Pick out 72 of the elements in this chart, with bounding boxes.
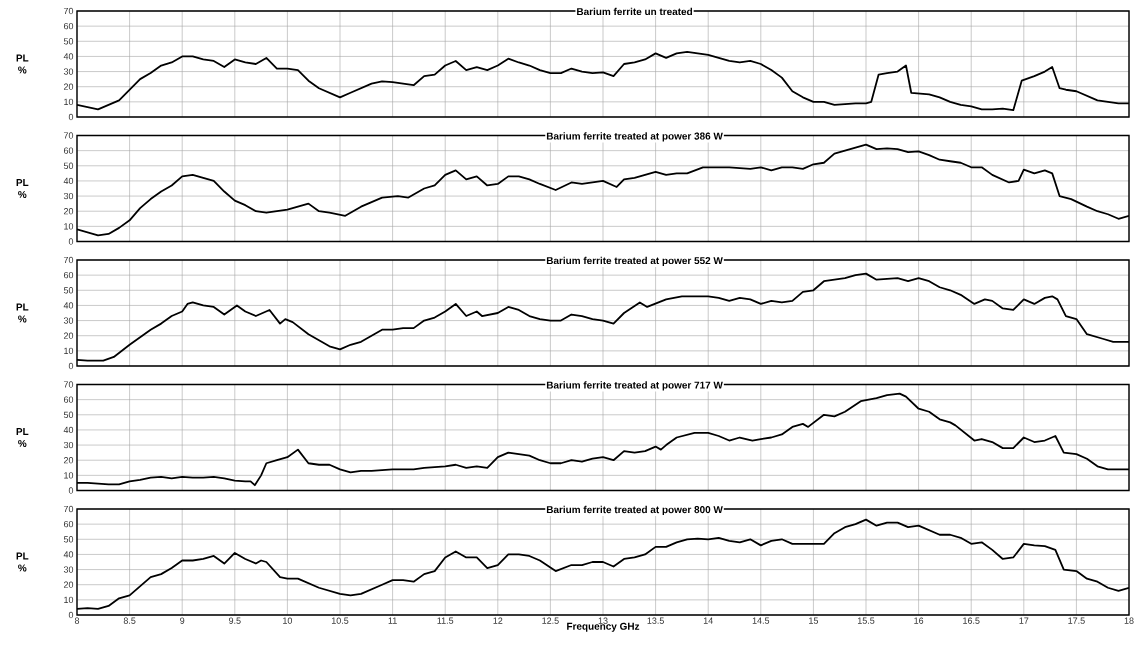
chart-title: Barium ferrite treated at power 552 W <box>546 256 723 267</box>
y-tick-label: 10 <box>64 98 74 106</box>
chart-title: Barium ferrite un treated <box>577 7 693 16</box>
chart-title: Barium ferrite treated at power 717 W <box>546 381 723 391</box>
y-tick-label: 20 <box>63 83 74 90</box>
x-tick-label: 16.5 <box>963 617 980 624</box>
y-tick-label: 60 <box>63 271 74 279</box>
y-tick-label: 40 <box>63 426 74 434</box>
y-tick-label: 10 <box>64 347 74 355</box>
y-tick-label: 20 <box>63 581 74 588</box>
y-axis-title: PL % <box>16 179 29 198</box>
y-tick-label: 60 <box>63 147 74 154</box>
x-tick-label: 14.5 <box>752 617 770 624</box>
y-tick-label: 70 <box>63 381 74 388</box>
y-tick-label: 70 <box>63 7 74 15</box>
y-axis-title: PL % <box>16 303 29 323</box>
y-tick-label: 10 <box>64 472 74 479</box>
x-tick-label: 9 <box>180 617 185 624</box>
y-tick-label: 40 <box>63 177 74 185</box>
y-tick-label: 40 <box>63 551 74 558</box>
x-tick-label: 8.5 <box>123 617 136 624</box>
y-tick-label: 30 <box>63 68 74 75</box>
y-tick-label: 50 <box>63 536 74 543</box>
y-axis-title: PL % <box>16 54 29 74</box>
x-tick-label: 10.5 <box>331 617 349 624</box>
x-tick-label: 9.5 <box>228 617 241 624</box>
x-tick-label: 14 <box>703 617 713 624</box>
x-tick-label: 15 <box>809 617 819 624</box>
y-tick-label: 60 <box>63 22 74 30</box>
y-tick-label: 30 <box>63 317 74 324</box>
y-tick-label: 50 <box>63 411 74 418</box>
y-axis-title: PL % <box>16 428 29 447</box>
y-tick-label: 0 <box>68 362 74 370</box>
x-tick-label: 11 <box>388 617 397 624</box>
y-tick-label: 60 <box>63 520 74 528</box>
x-tick-label: 13 <box>598 617 608 624</box>
x-tick-label: 18 <box>1124 617 1134 624</box>
y-tick-label: 50 <box>63 162 74 169</box>
y-tick-label: 50 <box>63 38 74 45</box>
y-tick-label: 10 <box>64 223 74 230</box>
x-tick-label: 17 <box>1019 617 1029 624</box>
y-tick-label: 30 <box>63 192 74 200</box>
y-axis-title: PL % <box>16 552 29 572</box>
y-tick-label: 50 <box>63 287 74 294</box>
x-tick-label: 16 <box>914 617 924 624</box>
y-tick-label: 20 <box>63 208 74 215</box>
x-tick-label: 10 <box>283 617 293 624</box>
y-tick-label: 20 <box>63 457 74 464</box>
y-tick-label: 70 <box>63 505 74 513</box>
y-tick-label: 30 <box>63 441 74 449</box>
y-tick-label: 0 <box>68 238 74 245</box>
x-tick-label: 8 <box>74 617 80 624</box>
x-tick-label: 11.5 <box>437 617 454 624</box>
y-tick-label: 0 <box>68 113 74 121</box>
x-axis-title: Frequency GHz <box>567 622 640 632</box>
chart-title: Barium ferrite treated at power 800 W <box>546 505 723 516</box>
x-tick-label: 12 <box>493 617 503 624</box>
x-tick-label: 13.5 <box>647 617 664 624</box>
chart-title: Barium ferrite treated at power 386 W <box>546 132 723 142</box>
y-tick-label: 70 <box>63 256 74 264</box>
y-tick-label: 60 <box>63 396 74 403</box>
x-tick-label: 17.5 <box>1068 617 1085 624</box>
y-tick-label: 70 <box>63 132 74 139</box>
y-tick-label: 40 <box>63 302 74 309</box>
y-tick-label: 0 <box>68 487 74 494</box>
y-tick-label: 10 <box>64 596 74 604</box>
y-tick-label: 0 <box>68 611 74 619</box>
y-tick-label: 40 <box>63 53 74 60</box>
y-tick-label: 30 <box>63 566 74 573</box>
y-tick-label: 20 <box>63 332 74 339</box>
x-tick-label: 12.5 <box>542 617 559 624</box>
x-tick-label: 15.5 <box>857 617 875 624</box>
